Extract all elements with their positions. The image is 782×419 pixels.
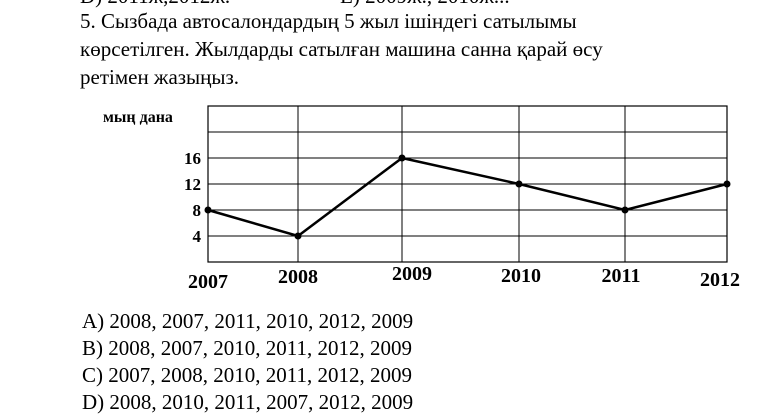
x-tick-label: 2012 xyxy=(700,269,740,291)
data-point xyxy=(204,206,212,214)
data-line xyxy=(207,156,728,238)
y-axis-label: мың дана xyxy=(103,109,173,126)
y-tick-label: 8 xyxy=(193,201,202,220)
data-point xyxy=(723,180,731,188)
option: B) 2008, 2007, 2010, 2011, 2012, 2009 xyxy=(82,336,412,360)
question-line: көрсетілген. Жылдарды сатылған машина са… xyxy=(80,37,603,61)
x-tick-label: 2010 xyxy=(501,265,541,287)
question-line: 5. Сызбада автосалондардың 5 жыл ішіндег… xyxy=(80,9,577,33)
data-point xyxy=(398,154,406,162)
question-line: ретімен жазыңыз. xyxy=(80,65,239,89)
y-tick-label: 4 xyxy=(193,227,202,246)
data-point xyxy=(515,180,523,188)
x-tick-label: 2009 xyxy=(392,263,432,285)
x-tick-label: 2008 xyxy=(278,266,318,288)
cut-option: D) 2011ж,2012ж. xyxy=(80,0,230,8)
option: C) 2007, 2008, 2010, 2011, 2012, 2009 xyxy=(82,363,412,387)
x-tick-label: 2011 xyxy=(602,265,641,287)
y-tick-label: 12 xyxy=(184,175,201,194)
option: A) 2008, 2007, 2011, 2010, 2012, 2009 xyxy=(82,309,413,333)
y-tick-label: 16 xyxy=(184,149,201,168)
option: D) 2008, 2010, 2011, 2007, 2012, 2009 xyxy=(82,390,413,414)
data-point xyxy=(294,232,302,240)
data-point xyxy=(621,206,629,214)
cut-option: E) 2009ж., 2010ж... xyxy=(340,0,510,8)
x-tick-label: 2007 xyxy=(188,271,228,293)
